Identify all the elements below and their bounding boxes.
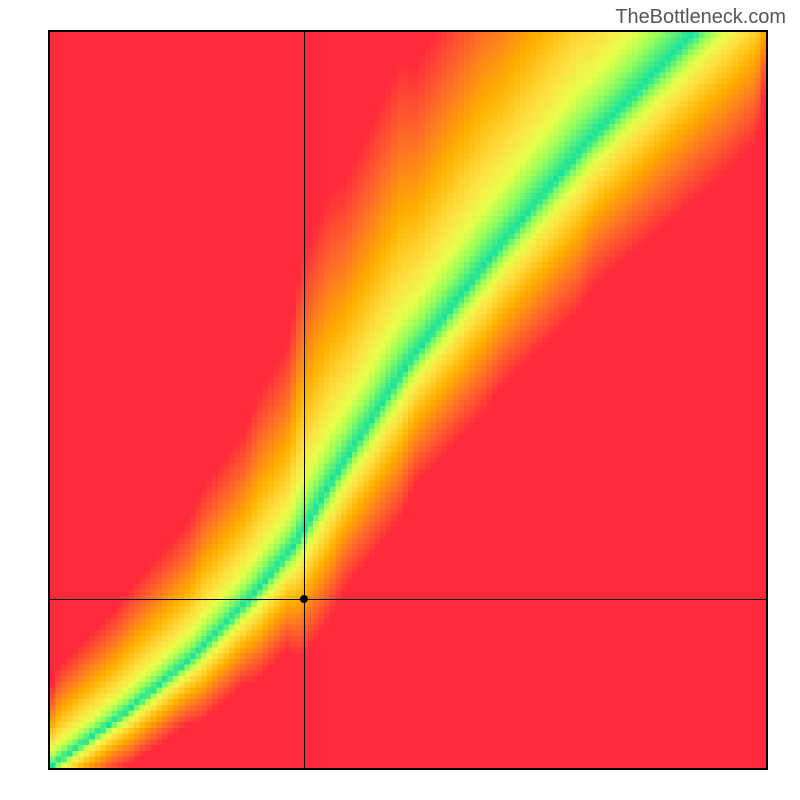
crosshair-vertical bbox=[304, 32, 305, 768]
watermark-text: TheBottleneck.com bbox=[615, 6, 786, 29]
crosshair-marker[interactable] bbox=[300, 595, 308, 603]
crosshair-horizontal bbox=[50, 599, 766, 600]
bottleneck-heatmap bbox=[50, 32, 766, 768]
